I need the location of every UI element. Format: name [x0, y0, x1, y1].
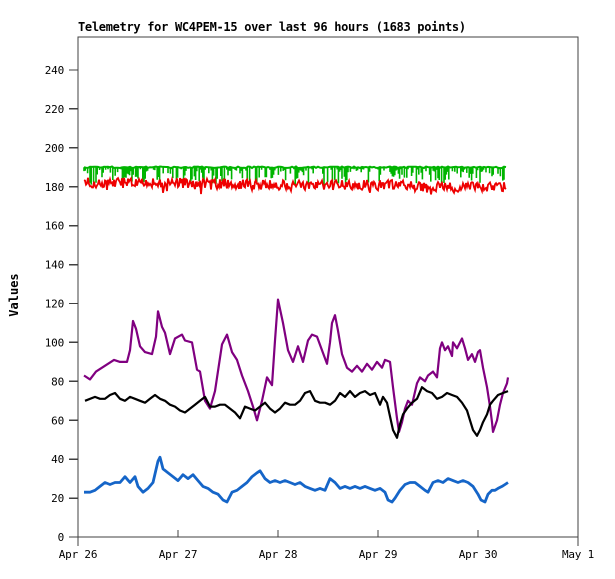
black-line	[84, 386, 509, 439]
y-tick-label-40: 40	[51, 453, 64, 466]
y-tick-label-240: 240	[45, 64, 64, 77]
chart-title: Telemetry for WC4PEM-15 over last 96 hou…	[78, 20, 466, 34]
x-tick-label-1: Apr 27	[159, 548, 198, 561]
y-tick-label-80: 80	[51, 375, 64, 388]
purple-line	[83, 298, 510, 433]
y-tick-label-180: 180	[45, 181, 64, 194]
plot-border	[77, 36, 579, 538]
y-tick-label-20: 20	[51, 492, 64, 505]
x-tick-label-0: Apr 26	[59, 548, 98, 561]
plot-frame	[77, 36, 579, 538]
y-tick-label-200: 200	[45, 142, 64, 155]
y-tick-label-120: 120	[45, 298, 64, 311]
y-tick-label-0: 0	[58, 531, 64, 544]
x-tick-label-4: Apr 30	[459, 548, 498, 561]
axis-tick-labels: 0 20 40 60 80 100 120 140 160 180 200 220 240 Apr 26 A…	[45, 64, 595, 561]
green-band-spikes	[83, 167, 505, 187]
data-series	[83, 165, 510, 504]
axis-ticks	[69, 69, 579, 546]
x-tick-label-2: Apr 28	[259, 548, 298, 561]
y-tick-label-160: 160	[45, 220, 64, 233]
blue-line	[84, 455, 509, 504]
y-tick-label-220: 220	[45, 103, 64, 116]
red-band	[83, 175, 507, 195]
x-tick-label-3: Apr 29	[359, 548, 398, 561]
x-tick-label-5: May 1	[562, 548, 594, 561]
y-axis-label: Values	[7, 273, 21, 317]
y-tick-label-140: 140	[45, 259, 64, 272]
y-tick-label-60: 60	[51, 414, 64, 427]
y-tick-label-100: 100	[45, 336, 64, 349]
